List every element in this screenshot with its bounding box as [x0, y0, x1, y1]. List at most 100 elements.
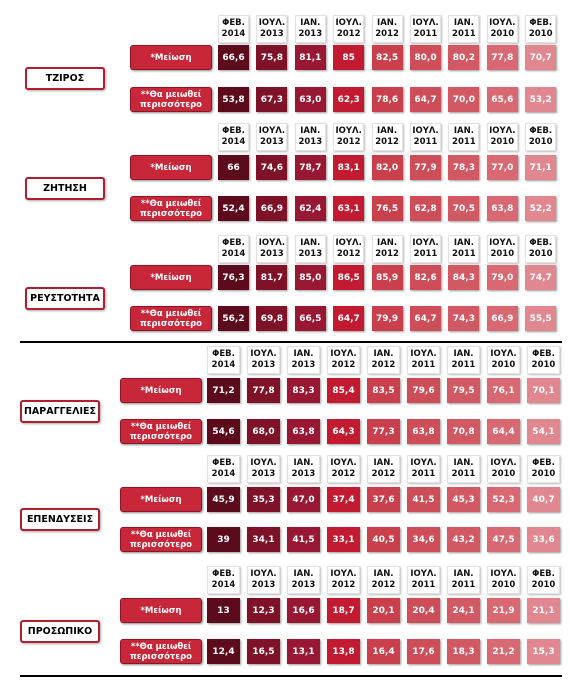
value-cell: 70,0 — [448, 87, 480, 112]
value-cell: 79,6 — [407, 378, 440, 403]
header-line: 2012 — [371, 580, 396, 590]
header-line: 2012 — [371, 469, 396, 479]
value-cell: 45,9 — [207, 487, 240, 512]
row-label: **Θα μειωθεί περισσότερο — [120, 639, 202, 664]
value-cell: 64,7 — [410, 306, 441, 331]
value-cell: 13 — [207, 598, 240, 623]
column-header: ΙΟΥΛ. 2010 — [486, 123, 518, 151]
header-line: 2010 — [531, 469, 556, 479]
row-label: *Μείωση — [130, 265, 212, 290]
value-cell: 69,8 — [256, 306, 288, 331]
header-line: 2013 — [298, 137, 323, 147]
row-label: *Μείωση — [120, 598, 202, 623]
value-cell: 82,5 — [371, 45, 403, 70]
header-line: ΙΑΝ. — [453, 569, 474, 579]
value-cell: 71,1 — [525, 155, 557, 180]
column-header: ΙΑΝ. 2012 — [371, 123, 403, 151]
header-line: ΙΟΥΛ. — [412, 126, 439, 136]
header-line: 2010 — [490, 249, 515, 259]
header-line: ΙΟΥΛ. — [490, 569, 517, 579]
value-cell: 81,1 — [294, 45, 326, 70]
header-line: 2012 — [375, 137, 399, 147]
header-line: 2014 — [211, 580, 236, 590]
row-label-line: **Θα μειωθεί — [140, 198, 202, 209]
column-header: ΙΑΝ. 2012 — [371, 235, 403, 263]
value-cell: 47,5 — [487, 527, 520, 552]
value-cell: 12,4 — [207, 639, 240, 664]
value-cell: 41,5 — [287, 527, 320, 552]
value-cell: 84,3 — [448, 265, 480, 290]
value-cell: 77,3 — [367, 419, 400, 444]
column-header: ΙΟΥΛ. 2010 — [487, 566, 520, 594]
value-cell: 80,2 — [448, 45, 480, 70]
header-line: ΙΑΝ. — [377, 126, 398, 136]
column-header: ΙΟΥΛ. 2013 — [256, 235, 288, 263]
value-cell: 66,9 — [486, 306, 518, 331]
row-label-line: **Θα μειωθεί — [130, 529, 192, 540]
header-line: ΙΑΝ. — [453, 349, 474, 359]
value-cell: 64,7 — [333, 306, 365, 331]
value-cell: 77,8 — [247, 378, 280, 403]
value-cell: 37,4 — [327, 487, 360, 512]
header-line: 2011 — [413, 249, 438, 259]
value-cell: 15,3 — [527, 639, 560, 664]
column-header: ΙΟΥΛ. 2011 — [410, 235, 441, 263]
header-line: 2012 — [331, 469, 356, 479]
header-line: 2014 — [211, 360, 236, 370]
value-cell: 40,5 — [367, 527, 400, 552]
header-line: ΙΑΝ. — [373, 458, 394, 468]
value-cell: 45,3 — [447, 487, 480, 512]
header-line: 2011 — [411, 580, 436, 590]
column-header: ΙΟΥΛ. 2013 — [256, 123, 288, 151]
section-label: ΠΑΡΑΓΓΕΛΙΕΣ — [20, 399, 100, 423]
row-label-line: **Θα μειωθεί — [130, 641, 192, 652]
value-cell: 78,6 — [371, 87, 403, 112]
value-cell: 16,4 — [367, 639, 400, 664]
row-label-line: περισσότερο — [139, 208, 202, 219]
header-line: 2013 — [251, 580, 276, 590]
value-cell: 54,1 — [527, 419, 560, 444]
header-line: ΦΕΒ. — [529, 18, 553, 28]
value-cell: 83,5 — [367, 378, 400, 403]
value-cell: 82,0 — [371, 155, 403, 180]
section-label: ΠΡΟΣΩΠΙΚΟ — [20, 619, 100, 643]
value-cell: 66,5 — [294, 306, 326, 331]
header-line: ΦΕΒ. — [532, 458, 555, 468]
column-header: ΙΟΥΛ. 2010 — [486, 15, 518, 43]
column-header: ΙΟΥΛ. 2012 — [333, 123, 365, 151]
header-line: 2012 — [336, 137, 361, 147]
value-cell: 85,0 — [294, 265, 326, 290]
value-cell: 70,7 — [525, 45, 557, 70]
header-line: 2011 — [451, 469, 476, 479]
header-line: 2013 — [260, 29, 284, 39]
value-cell: 34,6 — [407, 527, 440, 552]
column-header: ΦΕΒ. 2010 — [525, 15, 557, 43]
column-header: ΦΕΒ. 2010 — [525, 123, 557, 151]
value-cell: 64,7 — [410, 87, 441, 112]
value-cell: 37,6 — [367, 487, 400, 512]
value-cell: 33,6 — [527, 527, 560, 552]
header-line: 2014 — [211, 469, 236, 479]
value-cell: 55,5 — [525, 306, 557, 331]
value-cell: 62,4 — [294, 196, 326, 221]
header-line: ΙΟΥΛ. — [489, 126, 516, 136]
header-line: ΙΟΥΛ. — [490, 458, 517, 468]
value-cell: 71,2 — [207, 378, 240, 403]
header-line: 2013 — [298, 29, 323, 39]
value-cell: 52,4 — [218, 196, 249, 221]
row-label: *Μείωση — [120, 378, 202, 403]
value-cell: 52,3 — [487, 487, 520, 512]
header-line: ΙΟΥΛ. — [330, 349, 357, 359]
value-cell: 74,6 — [256, 155, 288, 180]
column-header: ΙΑΝ. 2013 — [294, 15, 326, 43]
column-header: ΙΑΝ. 2012 — [367, 346, 400, 374]
value-cell: 77,0 — [486, 155, 518, 180]
column-header: ΙΑΝ. 2013 — [287, 346, 320, 374]
value-cell: 86,5 — [333, 265, 365, 290]
row-label: **Θα μειωθεί περισσότερο — [130, 306, 212, 331]
value-cell: 85,9 — [371, 265, 403, 290]
column-header: ΙΟΥΛ. 2011 — [410, 123, 441, 151]
row-label-line: **Θα μειωθεί — [140, 308, 202, 319]
header-line: ΦΕΒ. — [222, 126, 245, 136]
column-header: ΙΑΝ. 2013 — [287, 566, 320, 594]
